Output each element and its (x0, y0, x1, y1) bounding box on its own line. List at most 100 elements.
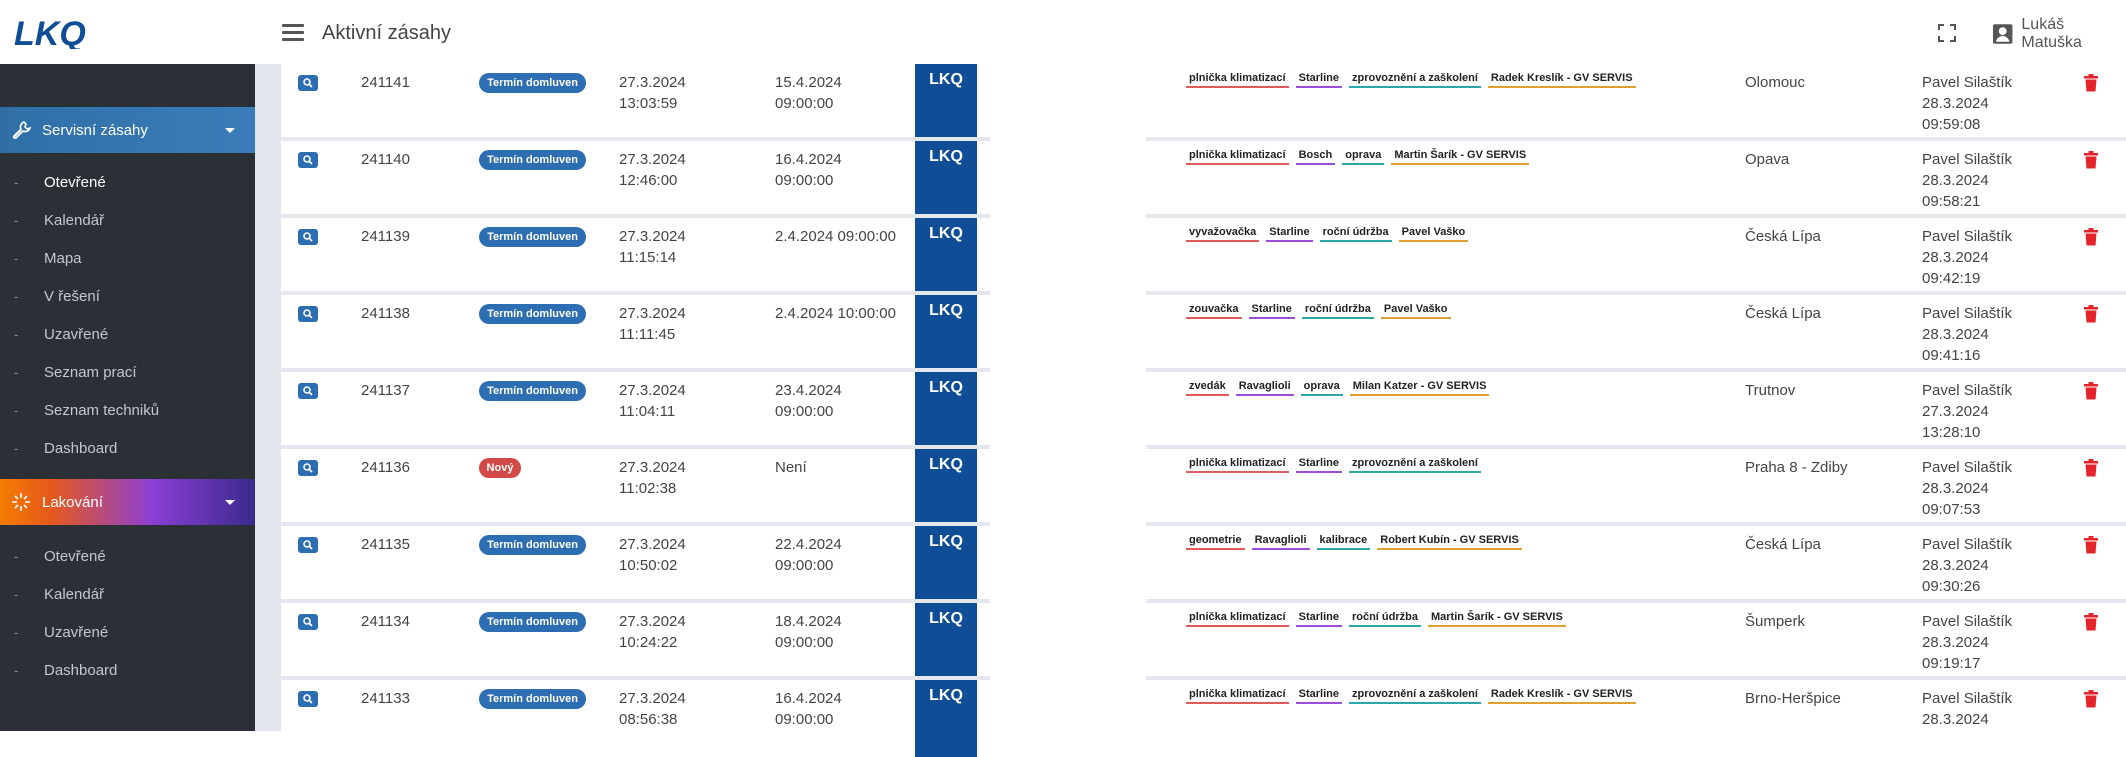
sidebar-section-lakovani[interactable]: Lakování (0, 479, 255, 525)
created-date: 27.3.2024 (619, 305, 686, 322)
view-detail-button[interactable] (298, 306, 318, 322)
table-row (281, 141, 2126, 218)
search-icon (303, 309, 313, 319)
term-time: 09:00:00 (775, 711, 834, 728)
tag: oprava (1342, 149, 1385, 165)
term-time: 09:00:00 (775, 557, 834, 574)
view-detail-button[interactable] (298, 460, 318, 476)
view-detail-button[interactable] (298, 537, 318, 553)
view-detail-button[interactable] (298, 229, 318, 245)
search-icon (303, 232, 313, 242)
sidebar-item-kalendar[interactable]: - Kalendář (14, 211, 105, 229)
tag-list: plnička klimatizací Starline zprovoznění a… (1186, 72, 1636, 88)
sidebar-item-v-reseni[interactable]: -V řešení (14, 287, 100, 305)
view-detail-button[interactable] (298, 152, 318, 168)
modified-time: 09:59:08 (1922, 116, 1981, 133)
modified-date: 28.3.2024 (1922, 480, 1989, 497)
row-id[interactable]: 241140 (361, 151, 410, 168)
row-id[interactable]: 241137 (361, 382, 410, 399)
city: Praha 8 - Zdiby (1745, 459, 1848, 476)
row-id[interactable]: 241133 (361, 690, 410, 707)
sidebar-item-uzavrene[interactable]: - Uzavřené (14, 325, 109, 343)
row-id[interactable]: 241141 (361, 74, 410, 91)
row-id[interactable]: 241136 (361, 459, 410, 476)
created-time: 11:02:38 (619, 480, 677, 497)
term-time: 09:00:00 (775, 95, 834, 112)
created-date: 27.3.2024 (619, 74, 686, 91)
tag: Starline (1295, 688, 1342, 704)
created-time: 11:11:45 (619, 326, 676, 343)
view-detail-button[interactable] (298, 614, 318, 630)
search-icon (303, 617, 313, 627)
status-badge: Termín domluven (479, 381, 586, 401)
sidebar-item-dashboard[interactable]: - Dashboard (14, 439, 118, 457)
tag: Pavel Vaško (1398, 226, 1469, 242)
modified-date: 28.3.2024 (1922, 172, 1989, 189)
created-date: 27.3.2024 (619, 459, 686, 476)
view-detail-button[interactable] (298, 383, 318, 399)
tag: kalibrace (1316, 534, 1371, 550)
tag-list: vyvažovačka Starline roční údržba Pavel Vaš… (1186, 226, 1469, 242)
delete-icon[interactable] (2084, 690, 2098, 708)
modified-time: 09:58:21 (1922, 193, 1981, 210)
user-menu[interactable]: Lukáš Matuška (1992, 16, 2126, 51)
delete-icon[interactable] (2084, 613, 2098, 631)
tag: zvedák (1186, 380, 1229, 396)
tag: Ravaglioli (1251, 534, 1310, 550)
view-detail-button[interactable] (298, 691, 318, 707)
svg-text:LKQ: LKQ (14, 17, 86, 49)
sidebar-item-mapa[interactable]: - Mapa (14, 249, 82, 267)
modified-date: 28.3.2024 (1922, 326, 1989, 343)
sidebar-item-lak-otevrene[interactable]: - Otevřené (14, 547, 106, 565)
city: Trutnov (1745, 382, 1796, 399)
tag-list: plnička klimatizací Bosch oprava Martin Šar… (1186, 149, 1530, 165)
row-id[interactable]: 241139 (361, 228, 410, 245)
menu-toggle-icon[interactable] (282, 24, 304, 42)
delete-icon[interactable] (2084, 228, 2098, 246)
term-date: 15.4.2024 (775, 74, 842, 91)
row-id[interactable]: 241134 (361, 613, 410, 630)
brand-cell: LKQ (915, 141, 977, 218)
sidebar-item-seznam-techniku[interactable]: - Seznam techniků (14, 401, 160, 419)
tag-list: zvedák Ravaglioli oprava Milan Katzer - GV … (1186, 380, 1490, 396)
lkq-logo[interactable]: LKQ (14, 17, 126, 49)
sidebar-section-servisni-zasahy[interactable]: Servisní zásahy (0, 107, 255, 153)
status-badge: Termín domluven (479, 689, 586, 709)
delete-icon[interactable] (2084, 151, 2098, 169)
created-time: 13:03:59 (619, 95, 678, 112)
sidebar-section-label: Lakování (42, 493, 103, 511)
search-icon (303, 694, 313, 704)
modified-by: Pavel Silaštík (1922, 305, 2013, 322)
tag: Starline (1248, 303, 1295, 319)
delete-icon[interactable] (2084, 74, 2098, 92)
delete-icon[interactable] (2084, 305, 2098, 323)
delete-icon[interactable] (2084, 536, 2098, 554)
delete-icon[interactable] (2084, 382, 2098, 400)
modified-by: Pavel Silaštík (1922, 459, 2013, 476)
status-badge: Termín domluven (479, 612, 586, 632)
status-badge: Termín domluven (479, 227, 586, 247)
search-icon (303, 540, 313, 550)
sidebar-item-lak-kalendar[interactable]: - Kalendář (14, 585, 105, 603)
city: Opava (1745, 151, 1790, 168)
sidebar-item-otevrene[interactable]: - Otevřené (14, 173, 106, 191)
status-badge: Termín domluven (479, 304, 586, 324)
sidebar-item-lak-uzavrene[interactable]: - Uzavřené (14, 623, 109, 641)
view-detail-button[interactable] (298, 75, 318, 91)
sidebar-item-lak-dashboard[interactable]: - Dashboard (14, 661, 118, 679)
status-badge: Nový (479, 458, 521, 478)
user-icon (1992, 24, 2013, 44)
row-id[interactable]: 241138 (361, 305, 410, 322)
sidebar: Servisní zásahy - Otevřené - Kalendář - Map… (0, 64, 255, 731)
top-header: LKQ Aktivní zásahy Lukáš Matuška (0, 0, 2126, 64)
created-time: 10:50:02 (619, 557, 678, 574)
fullscreen-icon[interactable] (1938, 24, 1956, 42)
city: Česká Lípa (1745, 536, 1821, 553)
tag: Starline (1295, 611, 1342, 627)
row-id[interactable]: 241135 (361, 536, 410, 553)
tag: Starline (1295, 72, 1342, 88)
delete-icon[interactable] (2084, 459, 2098, 477)
term-date: 22.4.2024 (775, 536, 842, 553)
sidebar-item-seznam-praci[interactable]: - Seznam prací (14, 363, 137, 381)
status-badge: Termín domluven (479, 150, 586, 170)
